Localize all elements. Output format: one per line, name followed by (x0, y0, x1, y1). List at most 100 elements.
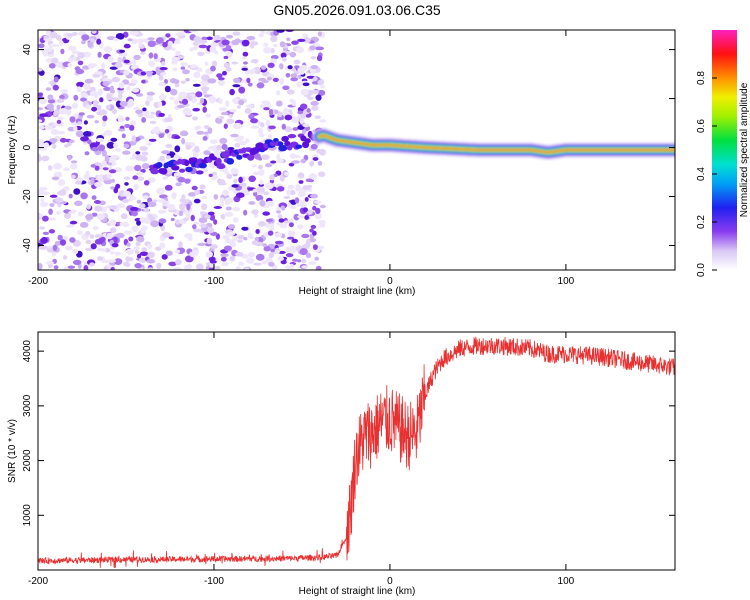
noise-blob (167, 132, 172, 140)
noise-blob (52, 244, 58, 252)
noise-blob (265, 163, 273, 168)
noise-blob (95, 137, 105, 143)
noise-blob (65, 109, 72, 116)
noise-blob (220, 214, 226, 220)
noise-blob (129, 120, 137, 127)
noise-blob (297, 125, 305, 130)
noise-blob (213, 194, 219, 200)
noise-blob (308, 261, 317, 265)
noise-blob (155, 246, 162, 251)
noise-blob (75, 56, 81, 62)
noise-blob (206, 36, 213, 41)
noise-blob (312, 157, 319, 161)
noise-blob (194, 189, 201, 195)
noise-blob (78, 112, 85, 116)
snr-ylabel: SNR (10 * v/v) (7, 419, 18, 483)
noise-blob (123, 230, 133, 235)
noise-blob (243, 209, 248, 216)
noise-blob (317, 160, 323, 166)
noise-blob (77, 52, 85, 59)
noise-blob (115, 148, 122, 152)
ridge-blob (295, 144, 303, 149)
noise-blob (117, 56, 123, 64)
noise-blob (125, 248, 135, 255)
noise-blob (306, 108, 311, 113)
spectral-band (312, 127, 675, 160)
noise-blob (244, 191, 250, 196)
noise-blob (158, 218, 167, 224)
spectrogram-ytick-label: -40 (22, 238, 33, 253)
noise-blob (146, 91, 155, 96)
ridge-blob (300, 135, 307, 142)
noise-blob (161, 150, 171, 155)
noise-blob (172, 267, 182, 270)
noise-blob (201, 195, 207, 200)
noise-blob (293, 213, 300, 221)
noise-blob (208, 173, 213, 177)
noise-blob (176, 104, 185, 109)
noise-blob (46, 245, 55, 249)
noise-blob (286, 37, 291, 42)
noise-blob (168, 236, 174, 240)
noise-blob (63, 212, 72, 219)
noise-blob (276, 117, 285, 121)
noise-blob (49, 31, 58, 39)
noise-blob (55, 61, 63, 68)
noise-blob (106, 93, 113, 101)
noise-blob (196, 130, 205, 135)
noise-blob (287, 184, 295, 190)
noise-blob (67, 265, 76, 269)
ridge-blob (189, 157, 199, 163)
noise-blob (50, 128, 59, 136)
noise-blob (238, 261, 245, 266)
noise-blob (162, 205, 167, 210)
noise-blob (197, 242, 207, 247)
noise-blob (289, 51, 296, 58)
noise-blob (255, 194, 264, 202)
noise-blob (87, 63, 96, 69)
noise-blob (214, 150, 222, 156)
noise-blob (134, 249, 139, 255)
noise-blob (310, 100, 319, 106)
noise-blob (298, 188, 306, 196)
noise-blob (233, 137, 243, 142)
noise-blob (58, 108, 68, 115)
noise-blob (235, 265, 241, 270)
noise-blob (138, 40, 143, 47)
noise-blob (239, 182, 247, 187)
noise-blob (253, 213, 259, 218)
noise-blob (155, 66, 160, 74)
noise-blob (101, 149, 107, 157)
noise-blob (247, 82, 253, 87)
noise-blob (192, 151, 199, 158)
noise-blob (315, 265, 322, 270)
noise-blob (38, 67, 43, 72)
noise-blob (193, 71, 201, 79)
noise-blob (184, 209, 189, 215)
noise-blob (90, 164, 97, 168)
noise-blob (191, 185, 198, 191)
noise-blob (169, 96, 175, 101)
noise-blob (210, 244, 218, 250)
noise-blob (76, 86, 82, 92)
noise-blob (104, 155, 110, 162)
colorbar: 0.0 0.2 0.4 0.6 0.8 Normalized spectral ampl… (696, 30, 750, 277)
noise-blob (305, 252, 312, 259)
noise-blob (180, 62, 189, 67)
noise-blob (59, 137, 67, 143)
noise-blob (310, 143, 318, 150)
ridge-blob (211, 156, 218, 161)
noise-blob (245, 107, 251, 114)
noise-blob (117, 128, 126, 132)
noise-blob (288, 231, 295, 237)
noise-blob (53, 111, 58, 117)
noise-blob (142, 195, 149, 200)
noise-blob (192, 224, 197, 230)
noise-blob (276, 209, 281, 214)
noise-blob (288, 246, 298, 253)
noise-blob (197, 51, 205, 57)
noise-blob (162, 41, 168, 48)
noise-blob (219, 137, 228, 144)
noise-blob (290, 77, 299, 82)
noise-blob (286, 189, 291, 196)
